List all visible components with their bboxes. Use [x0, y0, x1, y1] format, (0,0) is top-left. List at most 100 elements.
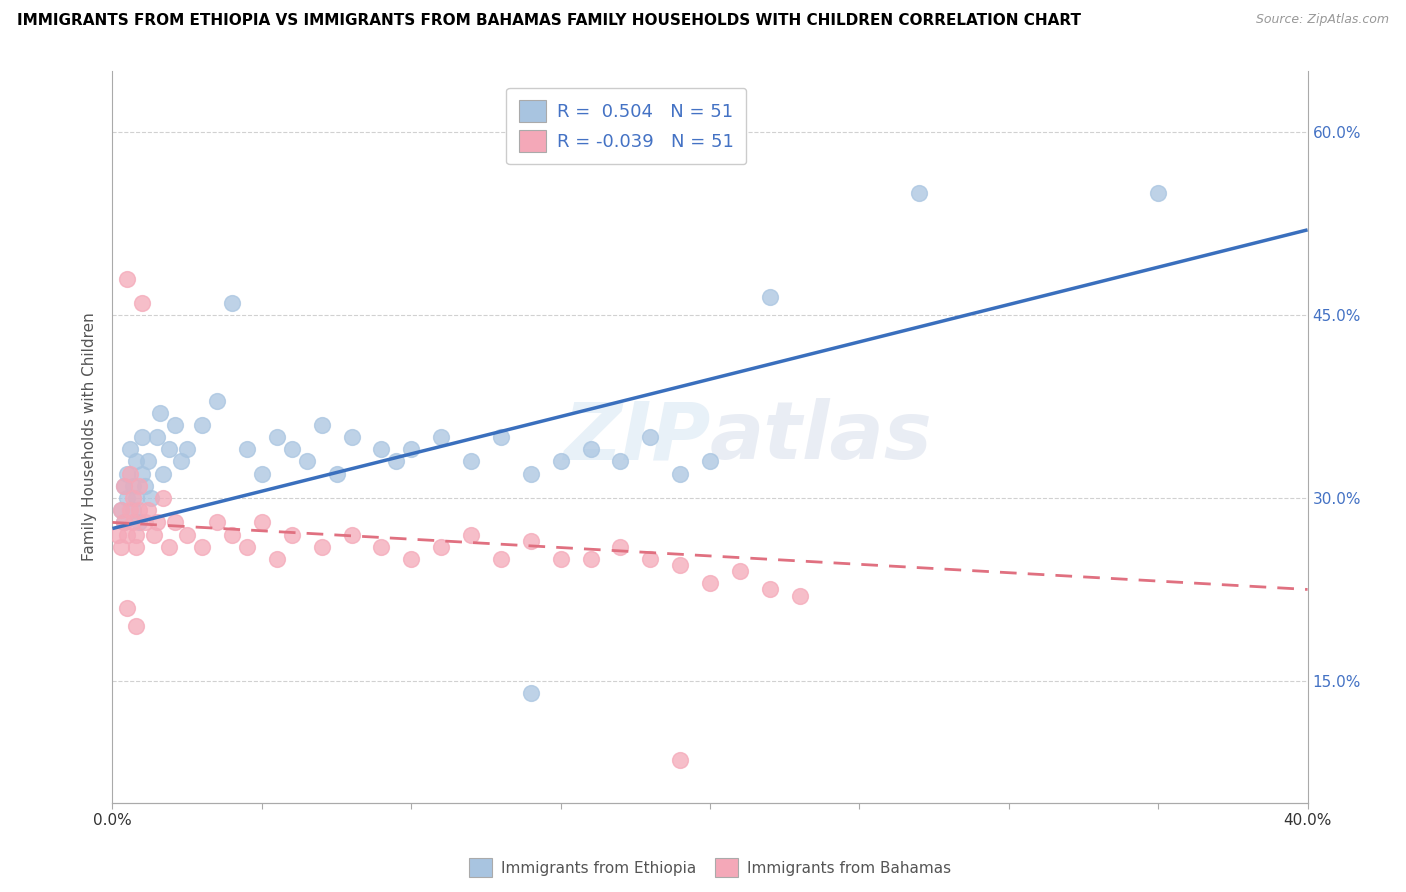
Point [114, 516, 135, 530]
Point [117, 467, 139, 481]
Point [191, 540, 214, 554]
Point [117, 271, 139, 285]
Point [669, 558, 692, 573]
Point [520, 686, 543, 700]
Point [640, 430, 662, 444]
Point [114, 479, 135, 493]
Point [138, 454, 160, 468]
Point [550, 454, 572, 468]
Point [340, 527, 363, 541]
Point [128, 503, 150, 517]
Point [460, 454, 482, 468]
Point [134, 516, 156, 530]
Point [205, 393, 228, 408]
Point [550, 552, 572, 566]
Point [122, 503, 145, 517]
Point [122, 479, 145, 493]
Point [266, 430, 288, 444]
Point [146, 430, 169, 444]
Point [311, 417, 333, 432]
Point [120, 442, 142, 457]
Point [401, 552, 423, 566]
Point [699, 576, 721, 591]
Point [107, 527, 129, 541]
Point [311, 540, 333, 554]
Point [370, 540, 392, 554]
Point [157, 442, 180, 457]
Point [609, 454, 631, 468]
Point [520, 467, 543, 481]
Point [125, 454, 148, 468]
Point [759, 290, 782, 304]
Text: Source: ZipAtlas.com: Source: ZipAtlas.com [1256, 13, 1389, 27]
Point [250, 467, 273, 481]
Point [125, 540, 148, 554]
Point [221, 296, 243, 310]
Point [908, 186, 931, 201]
Point [122, 516, 145, 530]
Point [146, 516, 169, 530]
Point [699, 454, 721, 468]
Point [728, 564, 751, 578]
Point [117, 527, 139, 541]
Point [134, 479, 156, 493]
Point [170, 454, 193, 468]
Point [110, 540, 132, 554]
Point [236, 442, 259, 457]
Legend: Immigrants from Ethiopia, Immigrants from Bahamas: Immigrants from Ethiopia, Immigrants fro… [461, 851, 959, 885]
Point [640, 552, 662, 566]
Point [669, 467, 692, 481]
Point [131, 296, 153, 310]
Point [401, 442, 423, 457]
Point [669, 753, 692, 767]
Point [266, 552, 288, 566]
Point [609, 540, 631, 554]
Text: atlas: atlas [710, 398, 932, 476]
Point [176, 527, 198, 541]
Point [125, 619, 148, 633]
Point [117, 491, 139, 505]
Point [122, 491, 145, 505]
Point [120, 467, 142, 481]
Point [520, 533, 543, 548]
Point [430, 540, 453, 554]
Point [579, 552, 602, 566]
Point [759, 582, 782, 597]
Point [157, 540, 180, 554]
Point [141, 491, 163, 505]
Point [110, 503, 132, 517]
Point [125, 527, 148, 541]
Point [143, 527, 166, 541]
Y-axis label: Family Households with Children: Family Households with Children [82, 313, 97, 561]
Point [114, 479, 135, 493]
Point [138, 503, 160, 517]
Point [149, 406, 172, 420]
Point [165, 417, 187, 432]
Point [489, 552, 512, 566]
Point [789, 589, 811, 603]
Point [370, 442, 392, 457]
Point [236, 540, 259, 554]
Point [128, 479, 150, 493]
Point [120, 503, 142, 517]
Point [131, 467, 153, 481]
Point [131, 430, 153, 444]
Point [295, 454, 318, 468]
Point [165, 516, 187, 530]
Point [281, 442, 304, 457]
Point [176, 442, 198, 457]
Text: IMMIGRANTS FROM ETHIOPIA VS IMMIGRANTS FROM BAHAMAS FAMILY HOUSEHOLDS WITH CHILD: IMMIGRANTS FROM ETHIOPIA VS IMMIGRANTS F… [17, 13, 1081, 29]
Point [117, 600, 139, 615]
Point [281, 527, 304, 541]
Point [325, 467, 347, 481]
Point [430, 430, 453, 444]
Point [250, 516, 273, 530]
Point [1147, 186, 1170, 201]
Point [125, 491, 148, 505]
Point [385, 454, 408, 468]
Point [579, 442, 602, 457]
Text: ZIP: ZIP [562, 398, 710, 476]
Point [114, 516, 135, 530]
Point [460, 527, 482, 541]
Point [205, 516, 228, 530]
